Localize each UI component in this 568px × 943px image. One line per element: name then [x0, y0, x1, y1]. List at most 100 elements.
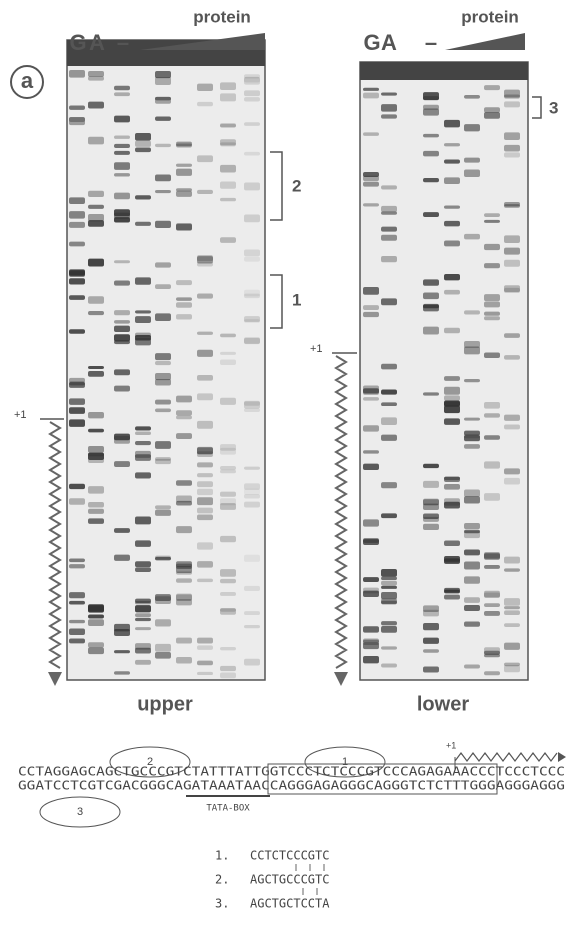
gel-band	[155, 353, 171, 361]
binding-box	[267, 763, 498, 795]
gel-band	[88, 446, 104, 453]
gel-band	[135, 605, 151, 613]
gel-band	[484, 650, 500, 655]
gel-band	[444, 501, 460, 509]
gel-band	[484, 647, 500, 655]
sequence-top: CCTAGGAGCAGCTGCCCGTCTATTTATTGGTCCCTCTCCC…	[18, 765, 565, 779]
gel-band	[220, 139, 236, 146]
gel-band	[197, 349, 213, 357]
gel-band	[244, 256, 260, 262]
gel-band	[135, 598, 151, 603]
gel-band	[423, 637, 439, 644]
gel-band	[88, 310, 104, 316]
gel-band	[176, 561, 192, 568]
gel-band	[176, 280, 192, 286]
gel-band	[484, 493, 500, 501]
gel-band	[484, 461, 500, 469]
gel-band	[88, 619, 104, 627]
gel-band	[135, 540, 151, 547]
gel-band	[135, 454, 151, 461]
gel-band	[504, 355, 520, 360]
gel-band	[484, 219, 500, 223]
gel-band	[381, 234, 397, 241]
gel-band	[504, 662, 520, 667]
gel-band	[88, 204, 104, 209]
gel-band	[197, 189, 213, 195]
gel-band	[464, 489, 480, 497]
gel-band	[244, 214, 260, 223]
gel-band	[244, 337, 260, 344]
gel-band	[197, 155, 213, 163]
gel-band	[155, 652, 171, 659]
gel-band	[114, 143, 130, 148]
gel-band	[484, 112, 500, 119]
gel-band	[464, 430, 480, 436]
align-sequence: CCTCTCCCGTC	[250, 849, 329, 863]
gel-band	[444, 205, 460, 209]
gel-band	[135, 647, 151, 654]
gel-band	[176, 526, 192, 534]
protein-label: protein	[461, 7, 519, 26]
gel-band	[114, 217, 130, 223]
gel-band	[197, 293, 213, 299]
gel-band	[155, 457, 171, 461]
gel-band	[484, 107, 500, 113]
gel-band	[69, 398, 85, 405]
gel-band	[381, 255, 397, 263]
gel-band	[135, 140, 151, 147]
gel-band	[135, 221, 151, 226]
gel-band	[464, 435, 480, 442]
gel-band	[114, 554, 130, 561]
gel-band	[423, 150, 439, 157]
gel-band	[444, 119, 460, 128]
gel-band	[176, 657, 192, 664]
gel-band	[88, 486, 104, 494]
gel-band	[464, 310, 480, 315]
gel-band	[464, 530, 480, 539]
gel-band	[135, 600, 151, 605]
gel-band	[69, 329, 85, 334]
align-number: 3.	[215, 897, 229, 911]
gel-band	[69, 558, 85, 563]
gel-band	[220, 351, 236, 355]
gel-band	[114, 150, 130, 155]
gel-band	[220, 93, 236, 102]
gel-band	[197, 497, 213, 506]
gel-band	[363, 450, 379, 454]
gel-band	[423, 133, 439, 138]
gel-band	[244, 585, 260, 591]
gel-band	[69, 211, 85, 219]
gel-band	[464, 444, 480, 449]
bracket-label: 3	[549, 98, 558, 117]
gel-band	[114, 629, 130, 636]
panel-label: a	[21, 68, 34, 93]
gel-band	[504, 665, 520, 673]
gel-band	[444, 220, 460, 227]
gel-band	[444, 240, 460, 247]
bracket	[270, 151, 283, 221]
gel-band	[135, 516, 151, 525]
gel-band	[444, 498, 460, 506]
gel-band	[114, 369, 130, 376]
gel-band	[176, 190, 192, 197]
zigzag-arrow	[334, 355, 348, 669]
gel-band	[244, 408, 260, 413]
gel-band	[363, 305, 379, 310]
gel-band	[135, 147, 151, 153]
gel-band	[176, 410, 192, 416]
gel-band	[464, 233, 480, 240]
gel-band	[176, 224, 192, 231]
gel-band	[244, 122, 260, 126]
gel-band	[114, 162, 130, 170]
gel-band	[220, 197, 236, 202]
gel-band	[135, 316, 151, 324]
gel-band	[197, 561, 213, 568]
gel-band	[155, 77, 171, 85]
gel-band	[88, 258, 104, 267]
gel-band	[423, 503, 439, 511]
lane-label: A	[89, 30, 105, 55]
gel-band	[244, 611, 260, 616]
arrow-head	[48, 672, 62, 686]
gel-band	[220, 469, 236, 474]
gel-band	[381, 402, 397, 407]
